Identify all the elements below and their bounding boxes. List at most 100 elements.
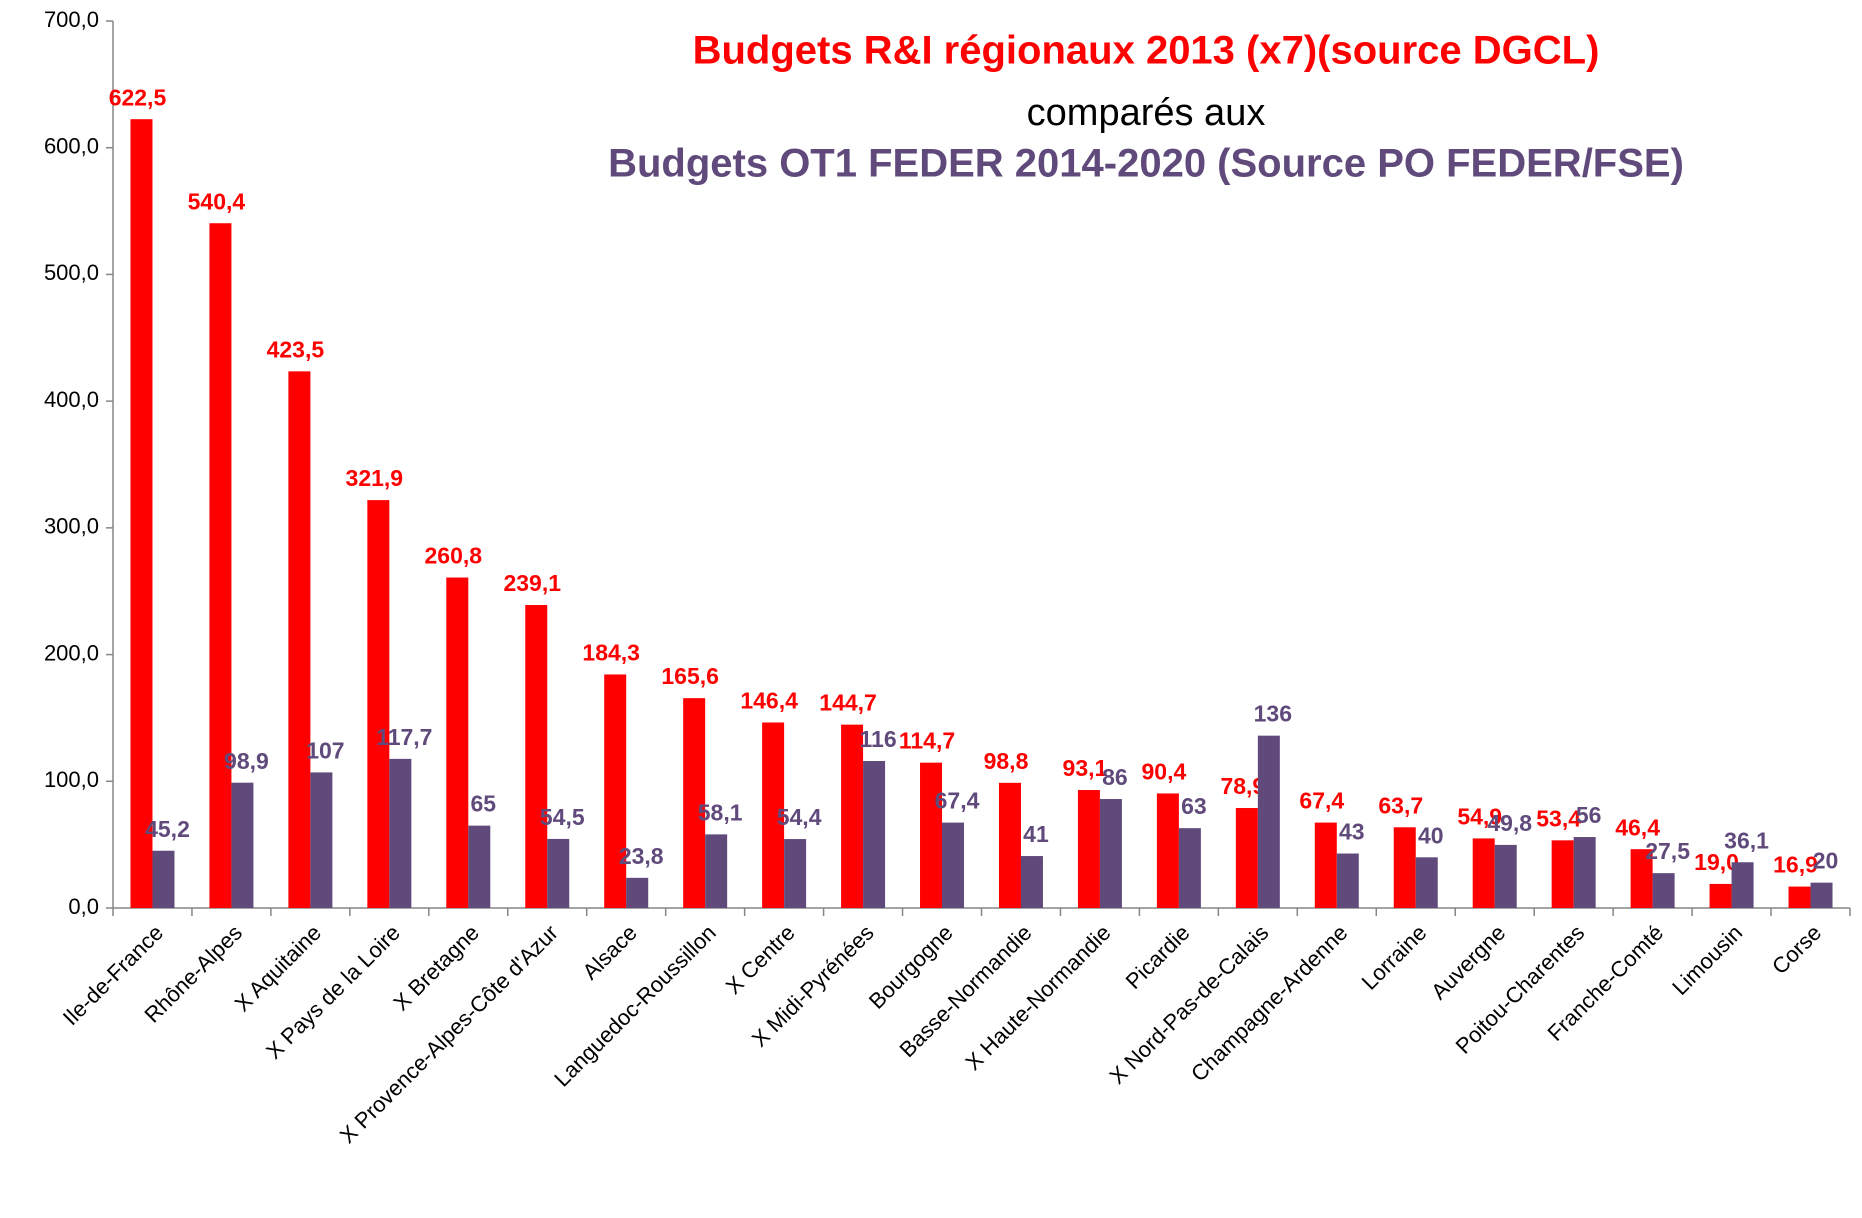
- y-tick-label: 600,0: [44, 134, 99, 159]
- bar: [1336, 853, 1359, 908]
- bar: [1314, 822, 1337, 908]
- bar: [389, 758, 412, 908]
- bar: [1415, 857, 1438, 908]
- data-label: 260,8: [425, 543, 483, 569]
- bar: [1257, 735, 1280, 908]
- chart-title-2: Budgets OT1 FEDER 2014-2020 (Source PO F…: [608, 142, 1684, 186]
- data-label: 98,9: [224, 748, 269, 774]
- x-tick-label: X Pays de la Loire: [261, 920, 405, 1064]
- data-label: 67,4: [1299, 788, 1344, 814]
- data-label: 54,9: [1457, 804, 1502, 830]
- data-label: 56: [1576, 802, 1602, 828]
- data-label: 93,1: [1063, 755, 1108, 781]
- x-tick-label: Alsace: [577, 920, 641, 984]
- bar: [1709, 883, 1732, 908]
- data-label: 58,1: [698, 799, 743, 825]
- y-tick-label: 500,0: [44, 260, 99, 285]
- data-label: 144,7: [819, 690, 877, 716]
- bar: [1788, 886, 1811, 908]
- bar: [863, 761, 886, 908]
- bar: [1810, 882, 1833, 908]
- y-tick-label: 0,0: [68, 894, 99, 919]
- data-label: 20: [1813, 848, 1839, 874]
- x-tick-label: Basse-Normandie: [894, 920, 1036, 1062]
- x-tick-label: Picardie: [1121, 920, 1195, 994]
- bar: [446, 577, 469, 908]
- bar: [1630, 849, 1653, 908]
- data-label: 184,3: [582, 640, 640, 666]
- data-label: 53,4: [1536, 805, 1581, 831]
- data-label: 114,7: [899, 728, 955, 754]
- data-label: 116: [860, 726, 897, 752]
- bar: [1551, 840, 1574, 908]
- bar: [1472, 838, 1495, 908]
- bar: [1077, 790, 1100, 908]
- data-label: 117,7: [376, 724, 432, 750]
- bar: [784, 839, 807, 908]
- x-tick-label: X Centre: [721, 920, 800, 999]
- data-label: 423,5: [267, 336, 325, 362]
- bar: [920, 762, 943, 908]
- data-label: 27,5: [1645, 838, 1690, 864]
- data-label: 54,4: [777, 804, 822, 830]
- bar: [604, 674, 627, 908]
- bar: [705, 834, 728, 908]
- bar: [288, 371, 311, 908]
- data-label: 40: [1418, 822, 1444, 848]
- data-label: 16,9: [1773, 852, 1818, 878]
- bar: [209, 223, 232, 909]
- bar: [1573, 837, 1596, 908]
- data-label: 107: [306, 737, 344, 763]
- y-tick-label: 400,0: [44, 387, 99, 412]
- data-label: 540,4: [188, 188, 246, 214]
- bar: [1652, 873, 1675, 908]
- bar: [310, 772, 333, 908]
- data-label: 136: [1254, 701, 1292, 727]
- bar: [1020, 856, 1043, 908]
- y-tick-label: 300,0: [44, 514, 99, 539]
- data-label: 67,4: [935, 788, 980, 814]
- data-label: 63: [1181, 793, 1207, 819]
- x-tick-label: Auvergne: [1426, 920, 1510, 1004]
- bar: [626, 877, 649, 908]
- bar: [231, 782, 254, 908]
- data-label: 54,5: [540, 804, 585, 830]
- data-label: 43: [1339, 819, 1365, 845]
- bar: [468, 825, 491, 908]
- data-label: 65: [470, 791, 496, 817]
- x-tick-label: Corse: [1767, 920, 1826, 979]
- y-tick-label: 700,0: [44, 7, 99, 32]
- data-label: 165,6: [661, 663, 719, 689]
- bar: [998, 782, 1021, 908]
- y-tick-label: 200,0: [44, 640, 99, 665]
- data-label: 41: [1023, 821, 1049, 847]
- x-tick-label: Champagne-Ardenne: [1186, 920, 1352, 1086]
- bar: [547, 838, 570, 908]
- bar: [1178, 828, 1201, 908]
- chart-title: Budgets R&I régionaux 2013 (x7)(source D…: [693, 29, 1600, 73]
- data-label: 146,4: [740, 688, 798, 714]
- bar: [942, 822, 965, 908]
- data-label: 622,5: [109, 84, 167, 110]
- chart-subtitle: comparés aux: [1027, 92, 1266, 134]
- bar: [762, 722, 785, 908]
- bar: [841, 724, 864, 908]
- bar: [525, 605, 548, 908]
- bar: [1731, 862, 1754, 908]
- bar: [1393, 827, 1416, 908]
- x-tick-label: Limousin: [1667, 920, 1747, 1000]
- data-label: 23,8: [619, 843, 664, 869]
- data-label: 321,9: [346, 465, 404, 491]
- bar: [1099, 799, 1122, 908]
- data-label: 90,4: [1142, 759, 1187, 785]
- x-tick-label: X Haute-Normandie: [960, 920, 1115, 1075]
- x-tick-label: Languedoc-Roussillon: [549, 920, 721, 1092]
- data-label: 86: [1102, 764, 1128, 790]
- bar: [1494, 844, 1517, 908]
- data-label: 19,0: [1694, 849, 1739, 875]
- data-label: 49,8: [1487, 810, 1532, 836]
- bar: [1235, 808, 1258, 908]
- data-label: 46,4: [1615, 814, 1660, 840]
